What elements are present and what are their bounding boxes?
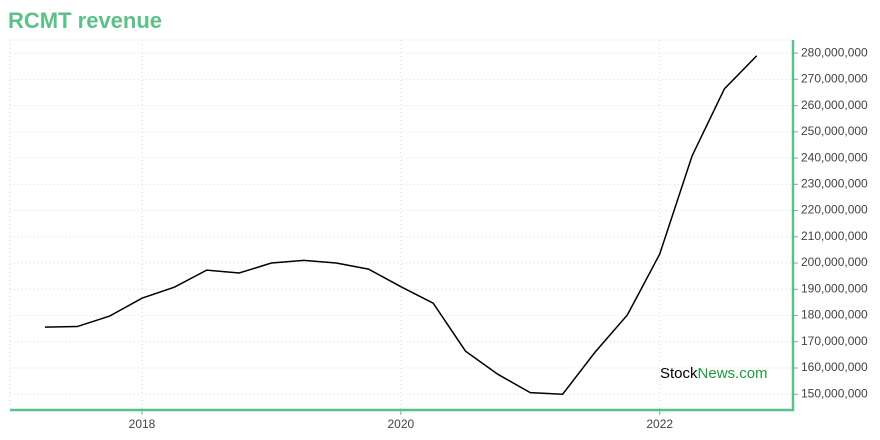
watermark-part: Stock xyxy=(660,365,698,382)
y-tick-label: 190,000,000 xyxy=(801,281,868,295)
y-tick-label: 240,000,000 xyxy=(801,150,868,164)
watermark: StockNews.com xyxy=(660,365,768,382)
y-tick-label: 280,000,000 xyxy=(801,45,868,59)
y-tick-label: 270,000,000 xyxy=(801,72,868,86)
y-tick-label: 160,000,000 xyxy=(801,360,868,374)
x-tick-label: 2018 xyxy=(129,417,156,431)
chart-title: RCMT revenue xyxy=(8,8,162,33)
y-tick-label: 230,000,000 xyxy=(801,176,868,190)
watermark-part: News.com xyxy=(698,365,768,382)
y-tick-label: 150,000,000 xyxy=(801,386,868,400)
line xyxy=(44,55,758,396)
y-tick-label: 200,000,000 xyxy=(801,255,868,269)
y-tick-label: 220,000,000 xyxy=(801,203,868,217)
x-tick-label: 2022 xyxy=(646,417,673,431)
y-tick-label: 260,000,000 xyxy=(801,98,868,112)
y-tick-label: 210,000,000 xyxy=(801,229,868,243)
y-tick-label: 170,000,000 xyxy=(801,334,868,348)
y-tick-label: 180,000,000 xyxy=(801,308,868,322)
y-tick-label: 250,000,000 xyxy=(801,124,868,138)
x-tick-label: 2020 xyxy=(388,417,415,431)
